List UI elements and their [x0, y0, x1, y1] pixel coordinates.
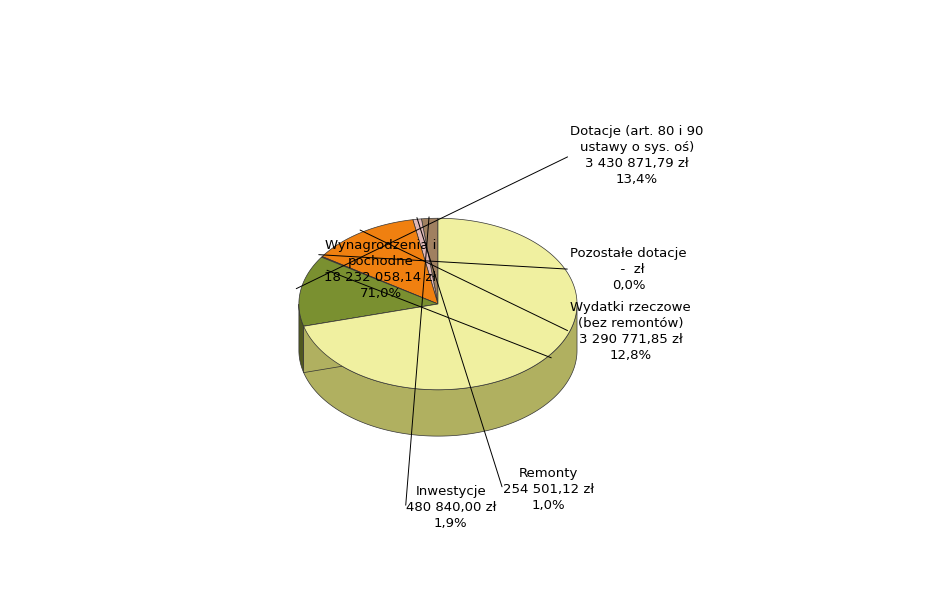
Polygon shape: [421, 219, 437, 304]
Polygon shape: [298, 304, 303, 373]
Polygon shape: [303, 219, 577, 389]
Polygon shape: [303, 305, 577, 436]
Text: Dotacje (art. 80 i 90
ustawy o sys. oś)
3 430 871,79 zł
13,4%: Dotacje (art. 80 i 90 ustawy o sys. oś) …: [569, 125, 702, 186]
Text: Pozostałe dotacje
  -  zł
0,0%: Pozostałe dotacje - zł 0,0%: [569, 247, 686, 292]
Polygon shape: [321, 256, 437, 304]
Polygon shape: [413, 219, 437, 304]
Polygon shape: [303, 304, 437, 373]
Text: Remonty
254 501,12 zł
1,0%: Remonty 254 501,12 zł 1,0%: [502, 467, 594, 512]
Polygon shape: [322, 220, 437, 304]
Polygon shape: [298, 257, 437, 326]
Text: Wydatki rzeczowe
(bez remontów)
3 290 771,85 zł
12,8%: Wydatki rzeczowe (bez remontów) 3 290 77…: [569, 302, 690, 362]
Text: Inwestycje
480 840,00 zł
1,9%: Inwestycje 480 840,00 zł 1,9%: [405, 485, 496, 530]
Polygon shape: [303, 304, 437, 373]
Text: Wynagrodzenia i
pochodne
18 232 058,14 zł
71,0%: Wynagrodzenia i pochodne 18 232 058,14 z…: [324, 239, 436, 300]
